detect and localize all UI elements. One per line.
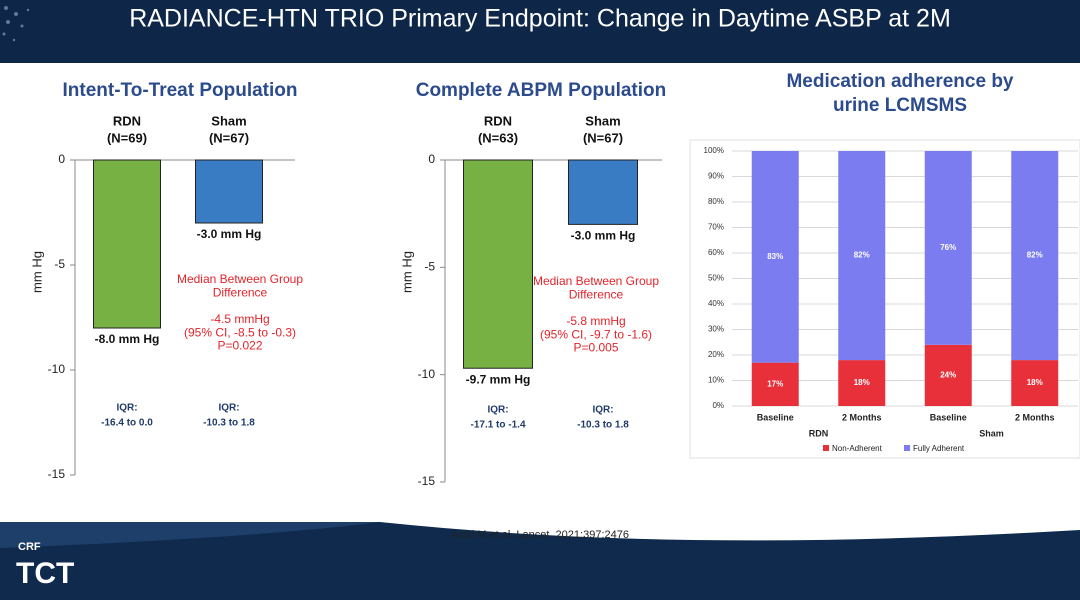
header-band	[0, 0, 1080, 63]
value-label: 83%	[767, 252, 783, 261]
y-tick-label: 40%	[708, 299, 724, 308]
bar	[195, 159, 263, 224]
annotation: -5.8 mmHg	[566, 314, 625, 328]
value-label: 76%	[940, 243, 956, 252]
iqr-label: IQR:	[487, 405, 508, 416]
iqr-label: -10.3 to 1.8	[203, 418, 255, 429]
value-label: 24%	[940, 371, 956, 380]
y-tick-label: 50%	[708, 274, 724, 283]
logo-bottom: TCT	[16, 557, 74, 590]
annotation: Difference	[569, 287, 624, 301]
y-axis-label: mm Hg	[399, 251, 414, 293]
legend-swatch	[904, 445, 910, 451]
y-tick-label: 10%	[708, 376, 724, 385]
legend-label: Non-Adherent	[832, 444, 883, 453]
bar-segment	[1011, 151, 1059, 361]
annotation: P=0.005	[573, 341, 618, 355]
bar-segment	[838, 360, 886, 406]
n-label: (N=67)	[209, 130, 249, 145]
iqr-label: IQR:	[592, 405, 613, 416]
bar-segment	[924, 344, 972, 406]
y-tick-label: 30%	[708, 325, 724, 334]
annotation: (95% CI, -9.7 to -1.6)	[540, 327, 652, 341]
category-label: Sham	[211, 113, 246, 128]
value-label: -3.0 mm Hg	[197, 227, 262, 241]
y-tick-label: 0	[428, 152, 435, 166]
value-label: -3.0 mm Hg	[571, 229, 636, 243]
y-tick-label: -15	[418, 474, 436, 488]
chart-title: urine LCMSMS	[833, 95, 967, 116]
y-tick-label: -10	[418, 367, 436, 381]
legend-label: Fully Adherent	[913, 444, 965, 453]
y-tick-label: 80%	[708, 197, 724, 206]
chart-title: Medication adherence by	[786, 71, 1013, 92]
n-label: (N=63)	[478, 130, 518, 145]
bar	[568, 159, 638, 225]
iqr-label: -17.1 to -1.4	[470, 420, 525, 431]
bar	[463, 159, 533, 369]
chart-title: Intent-To-Treat Population	[62, 80, 297, 101]
value-label: -9.7 mm Hg	[466, 372, 531, 386]
value-label: 17%	[767, 379, 783, 388]
n-label: (N=69)	[107, 130, 147, 145]
logo-top: CRF	[18, 541, 41, 553]
y-tick-label: 90%	[708, 172, 724, 181]
y-tick-label: 0	[58, 152, 65, 166]
y-axis-label: mm Hg	[29, 251, 44, 293]
category-label: RDN	[484, 113, 512, 128]
value-label: 82%	[854, 251, 870, 260]
legend-swatch	[823, 445, 829, 451]
header-dots	[2, 6, 30, 42]
annotation: -4.5 mmHg	[210, 312, 269, 326]
category-label: 2 Months	[842, 412, 882, 422]
y-tick-label: -5	[54, 257, 65, 271]
group-label: RDN	[809, 428, 829, 438]
n-label: (N=67)	[583, 130, 623, 145]
bar-segment	[751, 151, 799, 363]
chart-title: Complete ABPM Population	[416, 80, 667, 101]
y-tick-label: 60%	[708, 248, 724, 257]
annotation: Difference	[213, 285, 268, 299]
slide-title: RADIANCE-HTN TRIO Primary Endpoint: Chan…	[129, 5, 951, 33]
annotation: P=0.022	[217, 339, 262, 353]
value-label: 18%	[1027, 378, 1043, 387]
y-tick-label: 70%	[708, 223, 724, 232]
value-label: 18%	[854, 378, 870, 387]
bar-segment	[838, 151, 886, 361]
y-tick-label: -5	[424, 260, 435, 274]
iqr-label: IQR:	[116, 403, 137, 414]
bar	[93, 159, 161, 329]
y-tick-label: 20%	[708, 350, 724, 359]
annotation: Median Between Group	[533, 274, 659, 288]
y-tick-label: 100%	[704, 146, 724, 155]
group-label: Sham	[979, 428, 1004, 438]
y-tick-label: -10	[48, 362, 66, 376]
bar-segment	[924, 151, 972, 345]
iqr-label: -16.4 to 0.0	[101, 418, 153, 429]
footer-shade	[0, 522, 380, 548]
value-label: 82%	[1027, 251, 1043, 260]
footer-band	[0, 522, 1080, 600]
y-tick-label: 0%	[712, 401, 724, 410]
category-label: Sham	[585, 113, 620, 128]
bar-segment	[751, 362, 799, 406]
category-label: Baseline	[930, 412, 967, 422]
category-label: RDN	[113, 113, 141, 128]
footer-curve	[380, 522, 1080, 541]
value-label: -8.0 mm Hg	[95, 332, 160, 346]
annotation: Median Between Group	[177, 272, 303, 286]
category-label: 2 Months	[1015, 412, 1055, 422]
annotation: (95% CI, -8.5 to -0.3)	[184, 325, 296, 339]
iqr-label: -10.3 to 1.8	[577, 420, 629, 431]
category-label: Baseline	[757, 412, 794, 422]
citation: Azizi M et al. Lancet. 2021;397:2476	[451, 529, 629, 541]
bar-segment	[1011, 360, 1059, 406]
y-tick-label: -15	[48, 467, 66, 481]
iqr-label: IQR:	[218, 403, 239, 414]
